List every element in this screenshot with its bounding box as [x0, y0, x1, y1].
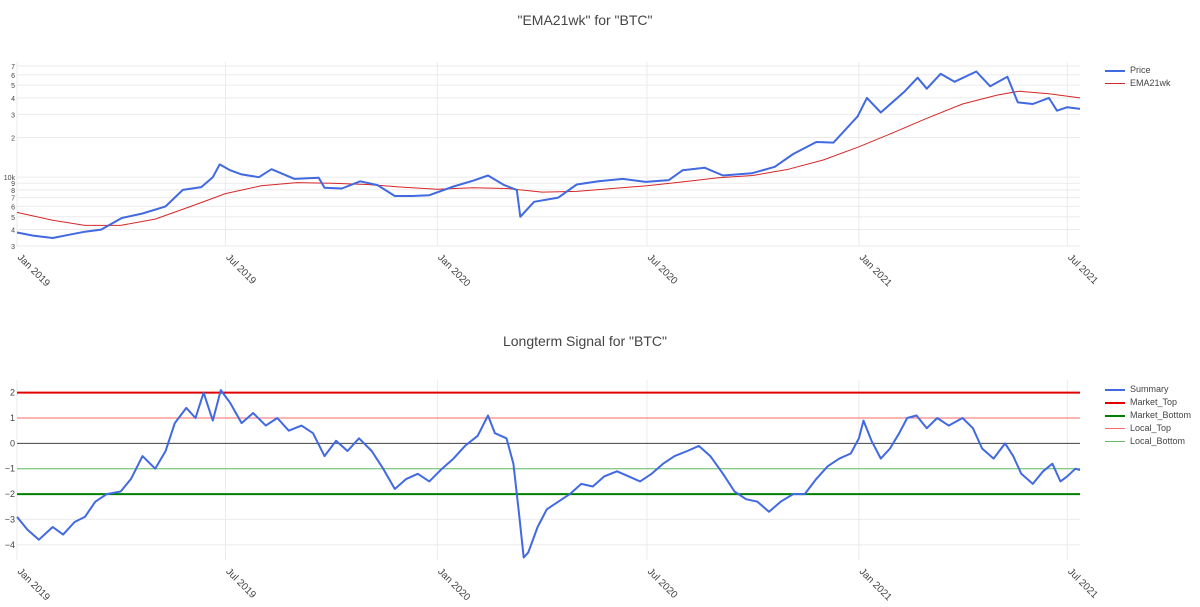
legend-item-local-bottom[interactable]: Local_Bottom — [1105, 435, 1191, 448]
signal-plot: Jan 2019 Jul 2019 Jan 2020 Jul 2020 Jan 2021… — [5, 380, 1100, 604]
legend-label-local-top: Local_Top — [1130, 423, 1172, 433]
y-tick-label: 7 — [11, 196, 15, 203]
y-tick-label: 7 — [11, 64, 15, 71]
price-ema-plot: Jan 2019 Jul 2019 Jan 2020 Jul 2020 Jan 2021… — [4, 62, 1100, 290]
series-line-ema21wk[interactable] — [16, 90, 1081, 226]
chart-title-ema21wk: "EMA21wk" for "BTC" — [517, 12, 653, 28]
y-tick-label: 2 — [11, 136, 15, 143]
legend-swatch-summary — [1105, 389, 1125, 391]
x-tick-label: Jul 2019 — [223, 252, 258, 287]
y-tick-label: 2 — [10, 388, 15, 398]
y-tick-label: 4 — [11, 228, 15, 235]
y-tick-label: −3 — [5, 514, 15, 524]
x-tick-label: Jul 2019 — [223, 566, 258, 601]
legend-swatch-local-bottom — [1105, 441, 1125, 442]
series-line-price[interactable] — [16, 70, 1081, 239]
x-tick-label: Jan 2019 — [15, 252, 52, 289]
x-tick-label: Jul 2020 — [645, 252, 680, 287]
y-tick-label: 10k — [4, 175, 16, 182]
y-tick-label: 8 — [11, 188, 15, 195]
legend-swatch-market-top — [1105, 402, 1125, 404]
legend-signal[interactable]: Summary Market_Top Market_Bottom Local_T… — [1105, 383, 1191, 448]
legend-swatch-price — [1105, 70, 1125, 72]
legend-label-summary: Summary — [1130, 384, 1169, 394]
legend-label-price: Price — [1130, 65, 1151, 75]
legend-item-market-top[interactable]: Market_Top — [1105, 396, 1191, 409]
legend-swatch-market-bottom — [1105, 415, 1125, 417]
x-tick-label: Jan 2020 — [435, 566, 472, 603]
y-tick-label: −2 — [5, 489, 15, 499]
legend-swatch-local-top — [1105, 428, 1125, 429]
legend-item-price[interactable]: Price — [1105, 64, 1171, 77]
y-tick-label: −4 — [5, 540, 15, 550]
legend-item-summary[interactable]: Summary — [1105, 383, 1191, 396]
y-tick-label: 5 — [11, 83, 15, 90]
x-tick-label: Jan 2020 — [435, 252, 472, 289]
x-tick-label: Jan 2021 — [857, 566, 894, 603]
chart-title-longterm-signal: Longterm Signal for "BTC" — [502, 333, 667, 349]
y-tick-label: 6 — [11, 204, 15, 211]
series-line-summary[interactable] — [16, 389, 1081, 559]
x-tick-label: Jan 2021 — [857, 252, 894, 289]
x-tick-label: Jan 2019 — [15, 566, 52, 603]
legend-price-ema[interactable]: Price EMA21wk — [1105, 64, 1171, 90]
legend-item-market-bottom[interactable]: Market_Bottom — [1105, 409, 1191, 422]
legend-label-local-bottom: Local_Bottom — [1130, 436, 1186, 446]
legend-label-market-top: Market_Top — [1130, 397, 1178, 407]
y-tick-label: 9 — [11, 181, 15, 188]
y-tick-label: 5 — [11, 215, 15, 222]
legend-label-market-bottom: Market_Bottom — [1130, 410, 1192, 420]
y-tick-label: 3 — [11, 112, 15, 119]
x-tick-label: Jul 2021 — [1065, 252, 1100, 287]
legend-label-ema21wk: EMA21wk — [1130, 78, 1171, 88]
legend-swatch-ema21wk — [1105, 83, 1125, 84]
y-tick-label: 0 — [10, 438, 15, 448]
y-tick-label: 6 — [11, 73, 15, 80]
y-tick-label: 3 — [11, 244, 15, 251]
x-tick-label: Jul 2020 — [645, 566, 680, 601]
y-tick-label: −1 — [5, 464, 15, 474]
y-tick-label: 4 — [11, 96, 15, 103]
legend-item-local-top[interactable]: Local_Top — [1105, 422, 1191, 435]
x-tick-label: Jul 2021 — [1065, 566, 1100, 601]
y-tick-label: 1 — [10, 413, 15, 423]
legend-item-ema21wk[interactable]: EMA21wk — [1105, 77, 1171, 90]
